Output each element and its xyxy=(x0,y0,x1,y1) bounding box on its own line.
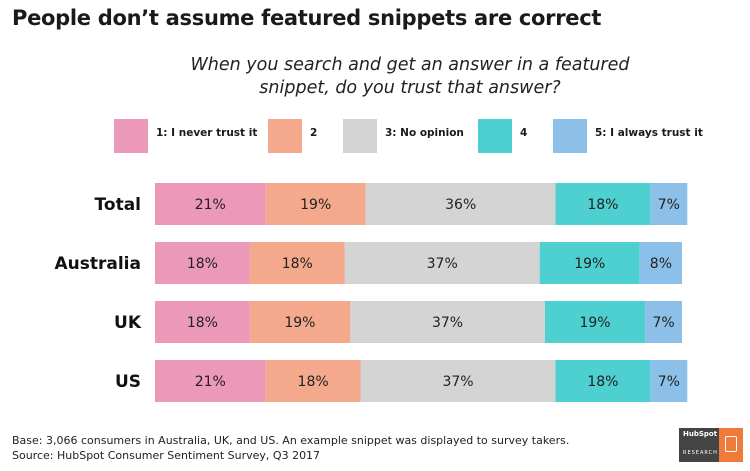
bar-segment-australia-2 xyxy=(249,242,345,284)
bar-segment-total-no-opinion xyxy=(365,183,556,225)
legend-label-never: 1: I never trust it xyxy=(156,127,258,139)
bar-segment-australia-4 xyxy=(539,242,640,284)
stacked-bar-chart: Total 21% 19% 36% 18% 7% Australia 18% 18% 37% 19%… xyxy=(55,183,688,402)
data-label-us-no-opinion: 37% xyxy=(442,374,473,390)
subtitle-line-1: When you search and get an answer in a f… xyxy=(190,55,630,75)
bar-segment-uk-4 xyxy=(545,301,646,343)
category-label-uk: UK xyxy=(114,313,142,333)
bar-segment-australia-always xyxy=(639,242,682,284)
bar-segment-total-always xyxy=(650,183,688,225)
bar-segment-total-never xyxy=(155,183,266,225)
data-label-total-no-opinion: 36% xyxy=(445,197,476,213)
bar-segment-uk-2 xyxy=(249,301,350,343)
logo-badge-icon xyxy=(719,428,743,462)
data-label-total-never: 21% xyxy=(195,197,226,213)
data-label-australia-no-opinion: 37% xyxy=(427,256,458,272)
legend-label-2: 2 xyxy=(310,127,318,139)
bar-segment-us-always xyxy=(650,360,688,402)
bar-segment-us-2 xyxy=(265,360,361,402)
data-label-australia-4: 19% xyxy=(574,256,605,272)
data-label-us-always: 7% xyxy=(658,374,680,390)
subtitle-line-2: snippet, do you trust that answer? xyxy=(259,78,561,98)
hubspot-research-logo: HubSpot RESEARCH xyxy=(679,428,743,462)
legend-swatch-no-opinion xyxy=(343,119,377,153)
category-label-total: Total xyxy=(95,195,141,215)
logo-brand: HubSpot xyxy=(683,430,718,438)
legend-swatch-4 xyxy=(478,119,512,153)
data-label-total-4: 18% xyxy=(587,197,618,213)
data-label-uk-always: 7% xyxy=(652,315,674,331)
data-label-us-4: 18% xyxy=(587,374,618,390)
data-label-australia-never: 18% xyxy=(187,256,218,272)
legend-swatch-2 xyxy=(268,119,302,153)
footer-base-note: Base: 3,066 consumers in Australia, UK, … xyxy=(12,434,570,447)
chart-legend: 1: I never trust it 2 3: No opinion 4 5:… xyxy=(0,119,750,153)
data-label-us-never: 21% xyxy=(195,374,226,390)
chart-subtitle: When you search and get an answer in a f… xyxy=(180,54,640,100)
data-label-uk-4: 19% xyxy=(579,315,610,331)
bar-segment-uk-never xyxy=(155,301,250,343)
bar-segment-us-no-opinion xyxy=(360,360,556,402)
footer-source: Source: HubSpot Consumer Sentiment Surve… xyxy=(12,449,321,462)
data-label-total-2: 19% xyxy=(300,197,331,213)
category-label-australia: Australia xyxy=(55,254,142,274)
document-icon xyxy=(725,436,737,452)
bar-segment-uk-always xyxy=(645,301,682,343)
data-label-uk-2: 19% xyxy=(284,315,315,331)
legend-label-always: 5: I always trust it xyxy=(595,127,703,139)
bar-segment-us-4 xyxy=(555,360,651,402)
data-label-uk-no-opinion: 37% xyxy=(432,315,463,331)
bar-segment-total-4 xyxy=(555,183,651,225)
bar-segment-total-2 xyxy=(265,183,366,225)
data-label-total-always: 7% xyxy=(658,197,680,213)
bar-segment-australia-no-opinion xyxy=(344,242,540,284)
category-label-us: US xyxy=(115,372,141,392)
chart-footer: Base: 3,066 consumers in Australia, UK, … xyxy=(12,433,569,463)
data-label-australia-2: 18% xyxy=(282,256,313,272)
legend-label-4: 4 xyxy=(520,127,528,139)
bar-segment-uk-no-opinion xyxy=(350,301,545,343)
legend-swatch-always xyxy=(553,119,587,153)
logo-tag: RESEARCH xyxy=(683,450,718,456)
data-label-uk-never: 18% xyxy=(187,315,218,331)
data-label-us-2: 18% xyxy=(298,374,329,390)
legend-swatch-never xyxy=(114,119,148,153)
data-label-australia-always: 8% xyxy=(650,256,672,272)
legend-label-no-opinion: 3: No opinion xyxy=(385,127,464,139)
bar-segment-us-never xyxy=(155,360,266,402)
chart-title: People don’t assume featured snippets ar… xyxy=(12,6,602,30)
bar-segment-australia-never xyxy=(155,242,250,284)
